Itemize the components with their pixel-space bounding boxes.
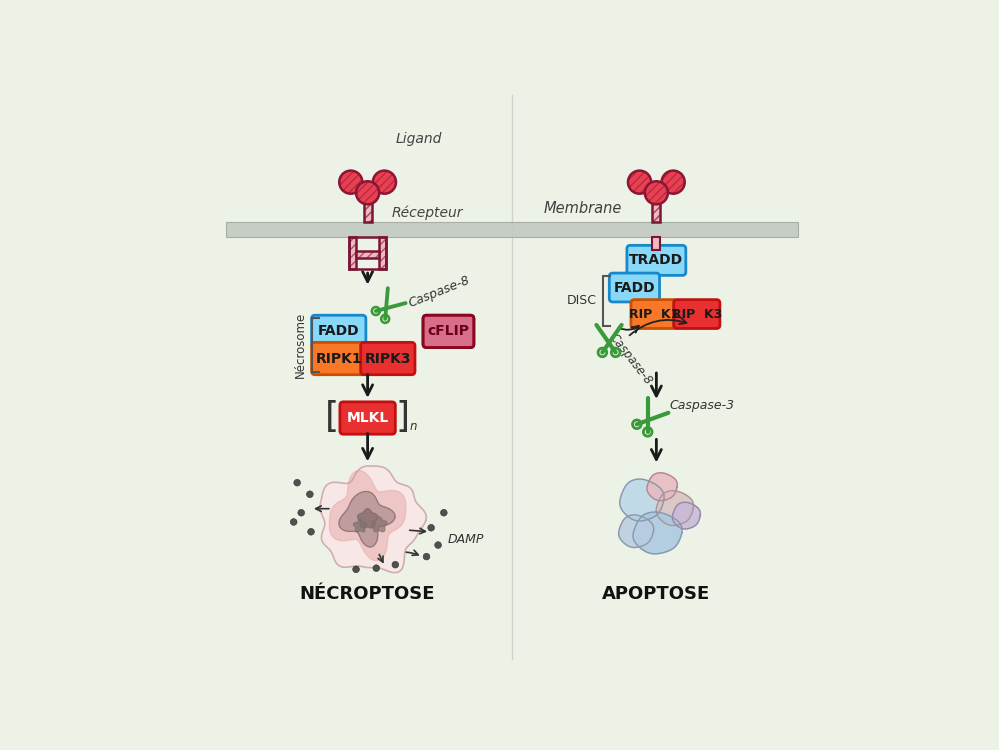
Circle shape: [661, 170, 684, 194]
Circle shape: [424, 554, 430, 560]
Polygon shape: [654, 179, 675, 200]
Polygon shape: [637, 179, 658, 200]
Text: TRADD: TRADD: [629, 254, 683, 267]
Circle shape: [356, 182, 380, 204]
FancyBboxPatch shape: [609, 273, 659, 302]
Text: ]: ]: [396, 400, 410, 433]
Circle shape: [291, 518, 297, 525]
Bar: [652, 237, 660, 250]
Text: Caspase-8: Caspase-8: [407, 274, 472, 310]
Polygon shape: [372, 517, 387, 532]
Circle shape: [628, 170, 651, 194]
Circle shape: [373, 170, 396, 194]
Polygon shape: [351, 178, 368, 200]
Circle shape: [392, 561, 399, 568]
FancyBboxPatch shape: [627, 245, 686, 275]
FancyBboxPatch shape: [312, 342, 366, 375]
FancyBboxPatch shape: [312, 315, 366, 347]
Text: APOPTOSE: APOPTOSE: [602, 584, 710, 602]
Text: DAMP: DAMP: [448, 532, 484, 546]
Text: DISC: DISC: [566, 294, 596, 307]
FancyBboxPatch shape: [631, 300, 677, 328]
Circle shape: [307, 491, 314, 497]
Text: NÉCROPTOSE: NÉCROPTOSE: [300, 584, 436, 602]
Text: [: [: [326, 400, 340, 433]
Polygon shape: [379, 237, 387, 269]
Polygon shape: [368, 178, 385, 200]
Circle shape: [428, 524, 435, 531]
Polygon shape: [358, 509, 378, 528]
FancyBboxPatch shape: [673, 300, 720, 328]
Text: FADD: FADD: [318, 325, 360, 338]
Text: n: n: [410, 419, 418, 433]
Polygon shape: [618, 515, 653, 548]
Polygon shape: [647, 472, 677, 501]
Circle shape: [373, 565, 380, 572]
Polygon shape: [652, 196, 660, 222]
FancyBboxPatch shape: [423, 315, 474, 347]
Text: Caspase-8: Caspase-8: [606, 331, 654, 387]
Bar: [226, 222, 798, 237]
Polygon shape: [672, 503, 700, 529]
Text: FADD: FADD: [613, 280, 655, 295]
Text: Ligand: Ligand: [396, 132, 442, 146]
Polygon shape: [349, 237, 357, 269]
Text: Membrane: Membrane: [543, 201, 622, 216]
Text: Nécrosome: Nécrosome: [294, 311, 307, 378]
Polygon shape: [354, 519, 367, 532]
Polygon shape: [619, 479, 664, 521]
Text: cFLIP: cFLIP: [428, 325, 470, 338]
Polygon shape: [339, 491, 395, 547]
FancyBboxPatch shape: [340, 402, 396, 434]
Polygon shape: [633, 512, 682, 554]
Text: Récepteur: Récepteur: [392, 206, 464, 220]
FancyBboxPatch shape: [361, 342, 415, 375]
Text: Caspase-3: Caspase-3: [669, 400, 735, 412]
Text: RIP  K1: RIP K1: [628, 308, 679, 320]
Polygon shape: [357, 251, 379, 259]
Circle shape: [298, 509, 305, 516]
Text: RIPK1: RIPK1: [316, 352, 362, 365]
Polygon shape: [656, 490, 693, 526]
Polygon shape: [364, 196, 372, 222]
Polygon shape: [320, 466, 427, 573]
Text: RIP  K3: RIP K3: [671, 308, 722, 320]
Text: MLKL: MLKL: [347, 411, 389, 425]
Text: RIPK3: RIPK3: [365, 352, 411, 365]
FancyBboxPatch shape: [423, 315, 474, 347]
Polygon shape: [330, 470, 406, 561]
Circle shape: [340, 170, 363, 194]
Circle shape: [294, 479, 301, 486]
Circle shape: [308, 529, 315, 536]
Circle shape: [441, 509, 448, 516]
Circle shape: [353, 566, 360, 573]
Circle shape: [435, 542, 442, 548]
Circle shape: [644, 182, 668, 204]
